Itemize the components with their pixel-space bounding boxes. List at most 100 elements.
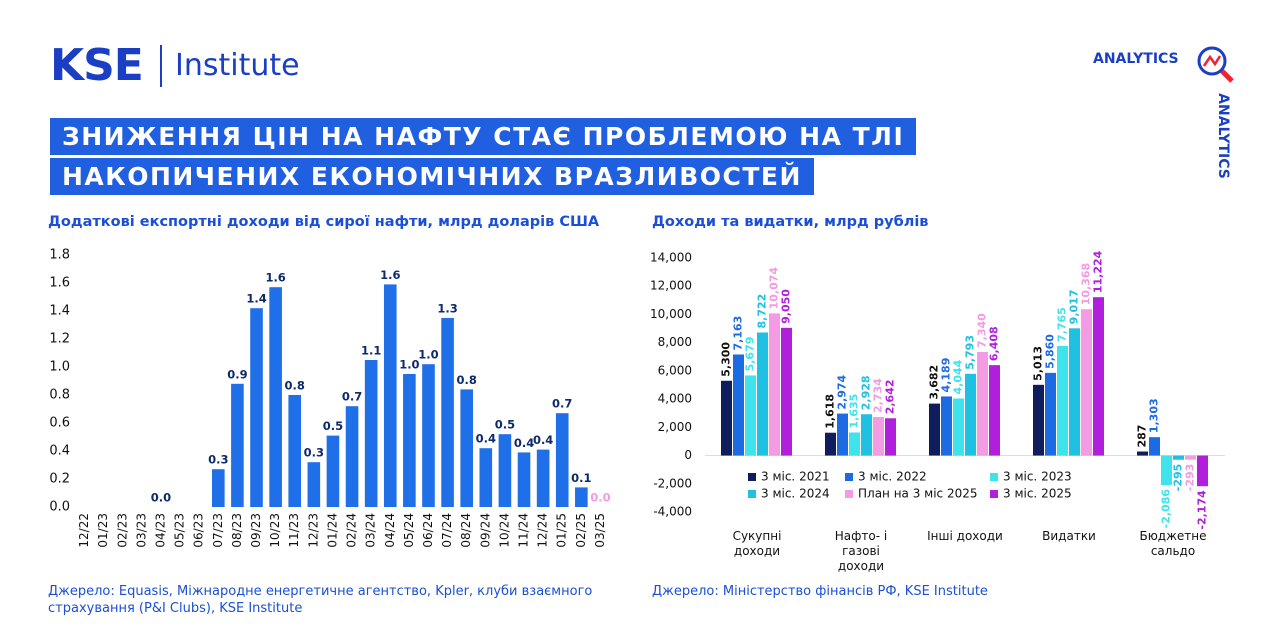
value-label: 0.4 xyxy=(514,436,534,450)
bar xyxy=(441,318,454,507)
bar xyxy=(1045,372,1056,456)
y-tick-label: 14,000 xyxy=(650,251,692,265)
y-tick-label: 8,000 xyxy=(658,335,692,349)
x-tick-label: 04/24 xyxy=(383,513,397,548)
value-label: 9,050 xyxy=(780,289,793,324)
x-tick-label: 01/24 xyxy=(325,513,339,548)
bar xyxy=(269,287,282,507)
bar xyxy=(1161,455,1172,485)
legend-label: 3 міс. 2024 xyxy=(761,487,830,501)
x-tick-label: Нафто- і газові доходи xyxy=(834,529,888,573)
legend-label: 3 міс. 2023 xyxy=(1003,470,1072,484)
y-tick-label: 1.6 xyxy=(49,276,70,291)
x-tick-label: 05/23 xyxy=(173,513,187,548)
value-label: -2,086 xyxy=(1160,489,1173,529)
badge-vertical: ANALYTICS xyxy=(1214,93,1231,179)
x-tick-label: Сукупні доходи xyxy=(732,529,782,558)
x-tick-label: 10/23 xyxy=(268,513,282,548)
source: Джерело: Міністерство фінансів РФ, KSE I… xyxy=(652,584,988,599)
logo-sub: Institute xyxy=(175,48,300,83)
bar xyxy=(1069,328,1080,456)
bar xyxy=(745,375,756,456)
legend-swatch xyxy=(845,473,853,481)
value-label: 0.7 xyxy=(342,390,362,404)
bar xyxy=(307,462,321,507)
value-label: 0.1 xyxy=(571,471,591,485)
value-label: 2,642 xyxy=(884,379,897,414)
value-label: -293 xyxy=(1184,464,1197,492)
bar xyxy=(288,395,302,507)
x-tick-label: 04/23 xyxy=(153,513,167,548)
logo-divider xyxy=(160,45,162,87)
y-tick-label: 0.2 xyxy=(49,472,70,487)
legend-swatch xyxy=(990,490,998,498)
bar xyxy=(721,380,732,456)
bar xyxy=(941,396,952,456)
legend-label: План на 3 міс 2025 xyxy=(858,487,978,501)
bar xyxy=(873,416,884,456)
y-tick-label: 10,000 xyxy=(650,307,692,321)
value-label: 3,682 xyxy=(928,365,941,400)
x-tick-label: 09/24 xyxy=(478,513,492,548)
bar xyxy=(345,406,359,507)
bar xyxy=(536,449,550,507)
value-label: 7,765 xyxy=(1056,307,1069,342)
value-label: -2,174 xyxy=(1196,490,1209,530)
legend-label: 3 міс. 2025 xyxy=(1003,487,1072,501)
x-tick-label: 08/23 xyxy=(230,513,244,548)
value-label: 1.4 xyxy=(246,292,266,306)
y-tick-label: 1.0 xyxy=(49,360,70,375)
value-label: 1.3 xyxy=(437,302,457,316)
x-tick-label: 03/23 xyxy=(134,513,148,548)
value-label: 0.4 xyxy=(476,432,496,446)
x-tick-label: 05/24 xyxy=(402,513,416,548)
bar xyxy=(733,354,744,456)
x-tick-label: 01/23 xyxy=(96,513,110,548)
bar xyxy=(953,398,964,456)
bar xyxy=(989,365,1000,456)
x-tick-label: 07/23 xyxy=(211,513,225,548)
bar xyxy=(364,360,378,507)
bar xyxy=(929,403,940,456)
bar xyxy=(383,284,397,507)
value-label: 0.5 xyxy=(495,418,515,432)
value-label: 11,224 xyxy=(1092,250,1105,293)
bar xyxy=(1137,451,1148,456)
x-tick-label: 09/23 xyxy=(249,513,263,548)
chart-title: Додаткові експортні доходи від сирої наф… xyxy=(48,214,600,230)
bar xyxy=(837,413,848,456)
y-tick-label: 6,000 xyxy=(658,363,692,377)
bar xyxy=(250,308,263,507)
x-tick-label: 02/24 xyxy=(345,513,359,548)
badge-icon xyxy=(1197,46,1234,83)
x-tick-label: 12/24 xyxy=(536,513,550,548)
value-label: 1,635 xyxy=(848,394,861,429)
value-label: 4,044 xyxy=(952,359,965,394)
y-tick-label: 0.6 xyxy=(49,416,70,431)
y-tick-label: 12,000 xyxy=(650,279,692,293)
bar xyxy=(1173,455,1184,460)
value-label: 8,722 xyxy=(756,294,769,329)
bar xyxy=(1185,455,1196,460)
source: Джерело: Equasis, Міжнародне енергетичне… xyxy=(48,584,593,616)
y-tick-label: 1.2 xyxy=(49,332,70,347)
bar xyxy=(769,313,780,456)
value-label: 1.6 xyxy=(380,268,400,282)
logo: KSE xyxy=(50,40,144,91)
legend-swatch xyxy=(748,490,756,498)
x-tick-label: Бюджетне сальдо xyxy=(1139,529,1207,558)
value-label: 0.8 xyxy=(285,379,305,393)
badge: ANALYTICS xyxy=(1093,51,1179,67)
bar xyxy=(403,374,416,507)
bar xyxy=(825,432,836,456)
bar xyxy=(1057,345,1068,456)
bar xyxy=(977,351,988,456)
legend-swatch xyxy=(748,473,756,481)
y-tick-label: 1.4 xyxy=(49,304,70,319)
value-label: 0.7 xyxy=(552,397,572,411)
y-tick-label: 1.8 xyxy=(49,248,70,263)
bar xyxy=(757,332,768,456)
bar xyxy=(1149,437,1160,456)
value-label: 2,974 xyxy=(836,374,849,409)
